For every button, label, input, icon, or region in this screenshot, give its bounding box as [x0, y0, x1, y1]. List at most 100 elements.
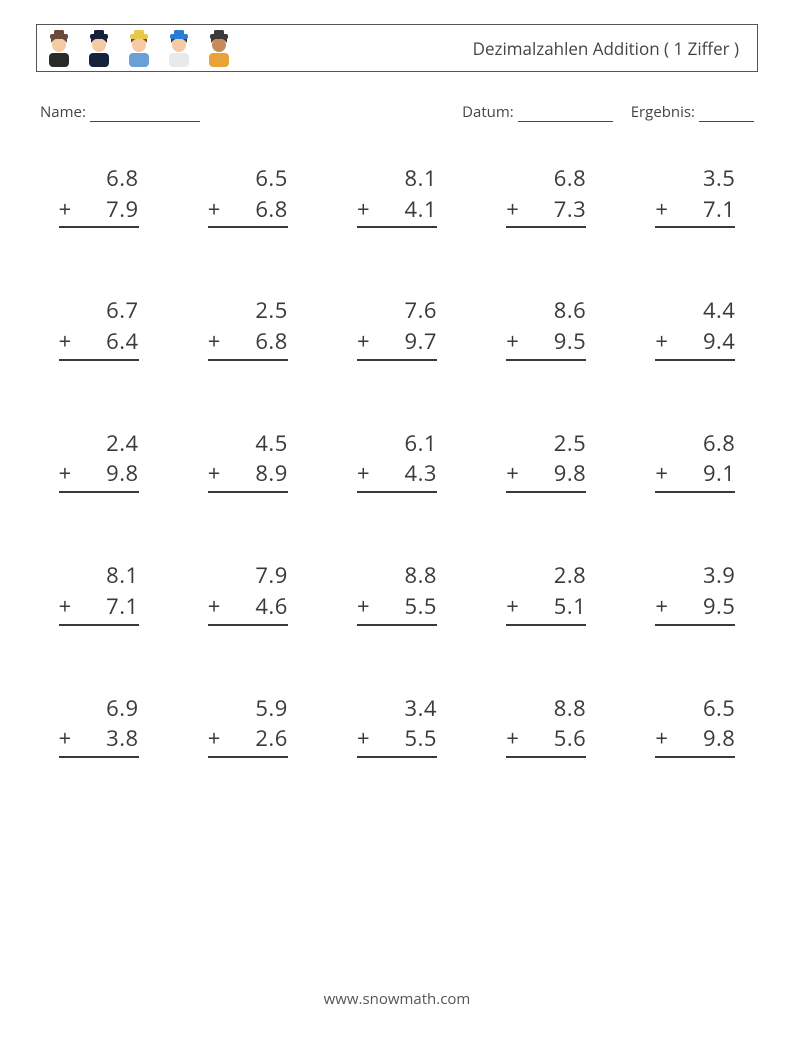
- operand-a: 2.4: [106, 429, 138, 459]
- operand-b: 5.6: [554, 724, 586, 754]
- operand-b: 9.1: [703, 459, 735, 489]
- operand-row: + 7.9: [59, 194, 139, 229]
- operator: +: [208, 723, 221, 753]
- operand-b: 9.8: [106, 459, 138, 489]
- operand-a: 8.8: [554, 694, 586, 724]
- footer-url: www.snowmath.com: [0, 989, 794, 1009]
- date-label: Datum:: [462, 102, 514, 122]
- addition-problem: 8.6 + 9.5: [506, 296, 586, 360]
- operator: +: [208, 591, 221, 621]
- operand-a: 3.5: [703, 164, 735, 194]
- addition-problem: 6.8 + 9.1: [655, 429, 735, 493]
- operator: +: [59, 194, 72, 224]
- operand-row: + 6.8: [208, 326, 288, 361]
- operator: +: [506, 458, 519, 488]
- addition-problem: 4.4 + 9.4: [655, 296, 735, 360]
- operand-row: + 5.5: [357, 723, 437, 758]
- operand-b: 7.1: [106, 592, 138, 622]
- operator: +: [357, 458, 370, 488]
- name-blank[interactable]: [90, 106, 200, 122]
- operator: +: [59, 326, 72, 356]
- operator: +: [506, 326, 519, 356]
- operand-row: + 7.3: [506, 194, 586, 229]
- addition-problem: 6.5 + 6.8: [208, 164, 288, 228]
- operand-a: 6.9: [106, 694, 138, 724]
- meta-row: Name: Datum: Ergebnis:: [40, 102, 754, 122]
- addition-problem: 2.5 + 6.8: [208, 296, 288, 360]
- operand-b: 3.8: [106, 724, 138, 754]
- operand-a: 4.5: [255, 429, 287, 459]
- meta-result: Ergebnis:: [631, 102, 754, 122]
- operator: +: [655, 591, 668, 621]
- addition-problem: 7.9 + 4.6: [208, 561, 288, 625]
- person-icons: [45, 29, 233, 67]
- operator: +: [208, 194, 221, 224]
- operand-a: 6.8: [554, 164, 586, 194]
- addition-problem: 3.4 + 5.5: [357, 694, 437, 758]
- header-box: Dezimalzahlen Addition ( 1 Ziffer ): [36, 24, 758, 72]
- operand-b: 9.7: [405, 327, 437, 357]
- operator: +: [655, 723, 668, 753]
- operand-a: 6.7: [106, 296, 138, 326]
- name-label: Name:: [40, 102, 86, 122]
- operand-a: 6.8: [106, 164, 138, 194]
- operand-row: + 5.5: [357, 591, 437, 626]
- meta-name: Name:: [40, 102, 200, 122]
- operand-row: + 4.6: [208, 591, 288, 626]
- problem-grid: 6.8 + 7.9 6.5 + 6.8 8.1 + 4.1 6.8 + 7.3 …: [36, 164, 758, 758]
- operand-b: 9.8: [554, 459, 586, 489]
- operand-b: 4.3: [405, 459, 437, 489]
- operator: +: [208, 326, 221, 356]
- operand-row: + 3.8: [59, 723, 139, 758]
- operand-row: + 9.8: [506, 458, 586, 493]
- operand-row: + 9.5: [655, 591, 735, 626]
- operand-a: 3.9: [703, 561, 735, 591]
- operand-row: + 9.7: [357, 326, 437, 361]
- operator: +: [208, 458, 221, 488]
- addition-problem: 2.4 + 9.8: [59, 429, 139, 493]
- operand-b: 5.1: [554, 592, 586, 622]
- operand-row: + 2.6: [208, 723, 288, 758]
- operand-a: 4.4: [703, 296, 735, 326]
- operand-a: 8.1: [405, 164, 437, 194]
- person-icon: [205, 29, 233, 67]
- addition-problem: 6.8 + 7.3: [506, 164, 586, 228]
- operand-row: + 7.1: [655, 194, 735, 229]
- worksheet-page: Dezimalzahlen Addition ( 1 Ziffer ) Name…: [0, 0, 794, 1053]
- operand-a: 7.6: [405, 296, 437, 326]
- operand-row: + 9.8: [59, 458, 139, 493]
- operand-b: 9.5: [554, 327, 586, 357]
- operand-row: + 9.5: [506, 326, 586, 361]
- addition-problem: 2.5 + 9.8: [506, 429, 586, 493]
- operand-b: 9.8: [703, 724, 735, 754]
- operand-a: 3.4: [405, 694, 437, 724]
- operand-row: + 9.8: [655, 723, 735, 758]
- operator: +: [357, 723, 370, 753]
- operand-b: 9.5: [703, 592, 735, 622]
- result-label: Ergebnis:: [631, 102, 695, 122]
- operator: +: [357, 591, 370, 621]
- operand-b: 8.9: [255, 459, 287, 489]
- page-title: Dezimalzahlen Addition ( 1 Ziffer ): [473, 37, 739, 60]
- operand-a: 2.8: [554, 561, 586, 591]
- person-icon: [165, 29, 193, 67]
- addition-problem: 8.1 + 4.1: [357, 164, 437, 228]
- person-icon: [125, 29, 153, 67]
- operand-a: 8.1: [106, 561, 138, 591]
- addition-problem: 8.1 + 7.1: [59, 561, 139, 625]
- addition-problem: 2.8 + 5.1: [506, 561, 586, 625]
- operand-a: 8.6: [554, 296, 586, 326]
- operand-row: + 4.3: [357, 458, 437, 493]
- addition-problem: 7.6 + 9.7: [357, 296, 437, 360]
- operand-a: 7.9: [255, 561, 287, 591]
- date-blank[interactable]: [518, 106, 613, 122]
- operand-b: 4.1: [405, 195, 437, 225]
- person-icon: [85, 29, 113, 67]
- result-blank[interactable]: [699, 106, 754, 122]
- operand-b: 9.4: [703, 327, 735, 357]
- addition-problem: 6.1 + 4.3: [357, 429, 437, 493]
- operand-b: 7.3: [554, 195, 586, 225]
- operator: +: [506, 723, 519, 753]
- operand-row: + 5.1: [506, 591, 586, 626]
- operand-b: 2.6: [255, 724, 287, 754]
